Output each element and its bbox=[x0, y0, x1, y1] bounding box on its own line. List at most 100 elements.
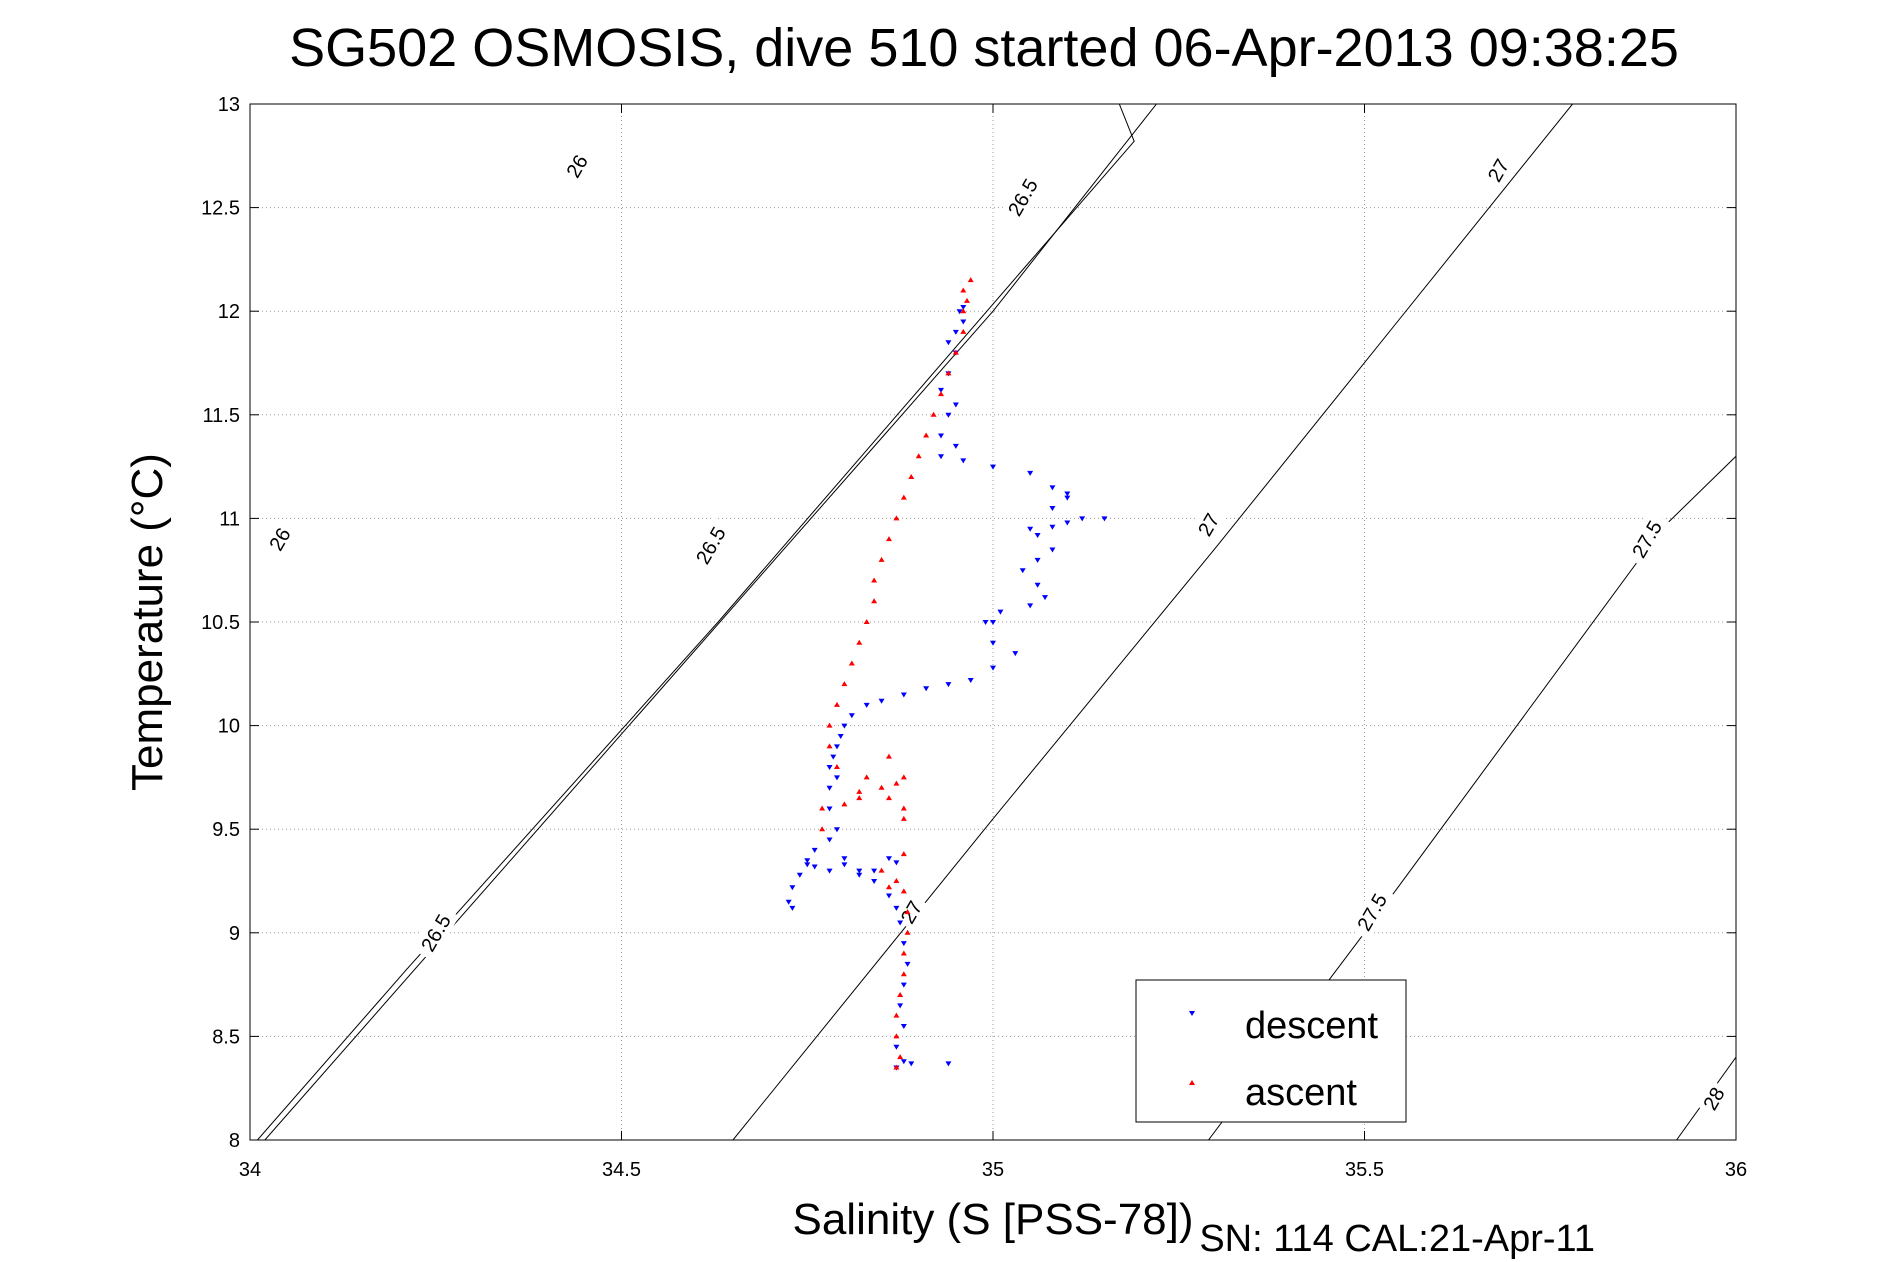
descent-point bbox=[990, 620, 996, 625]
descent-point bbox=[945, 682, 952, 688]
y-tick-label: 10 bbox=[218, 716, 240, 738]
contour-label-background bbox=[1348, 883, 1396, 941]
descent-point bbox=[990, 640, 996, 646]
descent-point bbox=[908, 1061, 915, 1067]
descent-point bbox=[1064, 520, 1071, 526]
contour-label-background bbox=[999, 168, 1047, 226]
descent-point bbox=[804, 862, 811, 868]
ascent-point bbox=[819, 805, 826, 811]
ascent-point bbox=[900, 851, 907, 857]
ascent-point bbox=[871, 598, 878, 604]
descent-point bbox=[856, 872, 863, 878]
descent-point bbox=[900, 1024, 907, 1030]
ascent-point bbox=[863, 774, 870, 780]
y-tick-label: 11.5 bbox=[203, 405, 240, 427]
descent-point bbox=[997, 609, 1004, 615]
descent-point bbox=[841, 723, 848, 729]
legend-ascent-marker bbox=[1189, 1080, 1195, 1085]
ascent-point bbox=[900, 774, 907, 780]
descent-point bbox=[900, 941, 907, 947]
ascent-point bbox=[945, 370, 952, 376]
ascent-point bbox=[900, 805, 907, 811]
descent-point bbox=[1012, 651, 1019, 657]
ascent-point bbox=[960, 308, 967, 314]
x-tick-label: 34 bbox=[239, 1159, 261, 1181]
descent-point bbox=[848, 713, 855, 719]
descent-point bbox=[789, 905, 796, 911]
y-tick-label: 9 bbox=[229, 923, 240, 945]
ascent-point bbox=[893, 1064, 900, 1070]
gridlines bbox=[250, 104, 1736, 1140]
descent-point bbox=[826, 837, 833, 843]
chart-title: SG502 OSMOSIS, dive 510 started 06-Apr-2… bbox=[289, 18, 1679, 78]
descent-point bbox=[841, 856, 848, 862]
ascent-point bbox=[900, 888, 907, 894]
ascent-point bbox=[841, 681, 848, 687]
ascent-point bbox=[937, 391, 944, 397]
contour-label-background bbox=[1623, 510, 1671, 568]
descent-point bbox=[826, 785, 833, 791]
descent-point bbox=[893, 905, 900, 911]
ascent-point bbox=[885, 536, 892, 542]
descent-point bbox=[863, 702, 870, 708]
descent-point bbox=[841, 862, 848, 868]
ascent-point bbox=[856, 639, 863, 645]
descent-point bbox=[878, 698, 885, 704]
legend-box bbox=[1135, 979, 1407, 1123]
y-tick-label: 8.5 bbox=[212, 1026, 240, 1048]
descent-point bbox=[871, 868, 878, 874]
x-axis-label: Salinity (S [PSS-78]) bbox=[792, 1195, 1193, 1244]
ascent-point bbox=[878, 556, 885, 562]
descent-point bbox=[900, 692, 907, 698]
ascent-point bbox=[893, 515, 900, 521]
y-tick-label: 11 bbox=[219, 508, 240, 530]
descent-point bbox=[952, 443, 959, 449]
descent-point bbox=[945, 1061, 952, 1067]
ascent-point bbox=[826, 722, 833, 728]
ascent-point bbox=[900, 971, 907, 977]
ascent-point bbox=[915, 453, 922, 459]
descent-point bbox=[1034, 582, 1041, 588]
ascent-point bbox=[878, 867, 885, 873]
descent-point bbox=[945, 340, 952, 346]
ascent-point bbox=[904, 929, 911, 935]
descent-point bbox=[837, 733, 844, 739]
descent-point bbox=[1027, 603, 1034, 609]
descent-point bbox=[960, 458, 967, 464]
descent-point bbox=[923, 686, 930, 692]
ascent-point bbox=[848, 660, 855, 666]
series-descent bbox=[785, 305, 1108, 1071]
legend-ascent-label: ascent bbox=[1245, 1072, 1357, 1114]
descent-point bbox=[1019, 568, 1026, 574]
descent-point bbox=[893, 1044, 900, 1050]
y-tick-label: 10.5 bbox=[201, 612, 240, 634]
descent-point bbox=[937, 387, 944, 393]
ascent-point bbox=[885, 753, 892, 759]
ascent-point bbox=[878, 784, 885, 790]
descent-point bbox=[937, 433, 944, 439]
descent-point bbox=[789, 885, 796, 891]
ascent-point bbox=[963, 297, 970, 303]
axis-ticks: 34 34.5 35 35.5 36 8 8.5 9 9.5 10 10.5 11 11.5 12 12.5… bbox=[201, 94, 1747, 1181]
ascent-point bbox=[856, 795, 863, 801]
ascent-point bbox=[900, 950, 907, 956]
data-points bbox=[785, 277, 1108, 1071]
ascent-point bbox=[967, 277, 974, 283]
ascent-point bbox=[841, 801, 848, 807]
descent-point bbox=[1049, 547, 1056, 553]
ascent-point bbox=[893, 1012, 900, 1018]
contour-label-background bbox=[1480, 151, 1517, 190]
descent-point bbox=[990, 665, 996, 671]
descent-point bbox=[796, 872, 803, 878]
descent-point bbox=[897, 920, 904, 926]
ascent-point bbox=[908, 473, 915, 479]
descent-point bbox=[990, 464, 996, 470]
descent-point bbox=[1064, 495, 1071, 501]
serial-calibration-footer: SN: 114 CAL:21-Apr-11 bbox=[1199, 1218, 1595, 1260]
descent-point bbox=[1101, 516, 1108, 522]
ascent-point bbox=[923, 432, 930, 438]
descent-point bbox=[833, 775, 840, 781]
contour-label-background bbox=[1695, 1079, 1732, 1118]
descent-point bbox=[785, 899, 792, 905]
